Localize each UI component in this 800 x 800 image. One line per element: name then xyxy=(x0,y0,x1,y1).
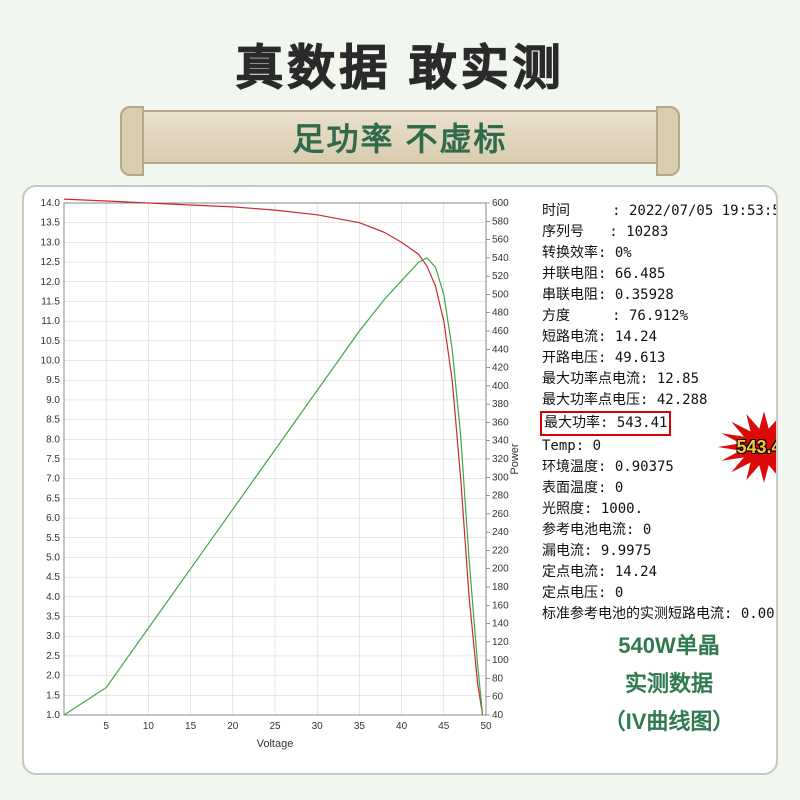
svg-text:3.0: 3.0 xyxy=(46,631,60,642)
svg-text:320: 320 xyxy=(492,454,509,465)
svg-text:360: 360 xyxy=(492,417,509,428)
svg-text:9.0: 9.0 xyxy=(46,395,60,406)
info-row: 漏电流: 9.9975 xyxy=(542,541,778,562)
svg-text:1.5: 1.5 xyxy=(46,690,60,701)
caption-line-1: 540W单晶 xyxy=(564,627,774,665)
svg-text:5: 5 xyxy=(103,721,109,732)
svg-text:45: 45 xyxy=(438,721,450,732)
screenshot-panel: 1.0 1.5 2.0 2.5 3.0 3.5 4.0 4.5 5.0 5.5 6.0 6.5 7.0 7… xyxy=(22,185,778,775)
svg-text:600: 600 xyxy=(492,198,509,209)
caption-line-3: （IV曲线图） xyxy=(564,703,774,741)
svg-text:50: 50 xyxy=(480,721,492,732)
svg-text:6.0: 6.0 xyxy=(46,513,60,524)
svg-text:5.0: 5.0 xyxy=(46,552,60,563)
info-row: 开路电压: 49.613 xyxy=(542,348,778,369)
svg-text:140: 140 xyxy=(492,619,509,630)
svg-text:2.5: 2.5 xyxy=(46,651,60,662)
info-row: 短路电流: 14.24 xyxy=(542,327,778,348)
info-row: 标准参考电池的实测短路电流: 0.00136 xyxy=(542,604,778,625)
svg-text:500: 500 xyxy=(492,289,509,300)
svg-text:8.5: 8.5 xyxy=(46,415,60,426)
svg-text:100: 100 xyxy=(492,655,509,666)
svg-text:220: 220 xyxy=(492,545,509,556)
svg-text:10.5: 10.5 xyxy=(41,336,61,347)
svg-text:11.0: 11.0 xyxy=(41,316,60,327)
svg-text:340: 340 xyxy=(492,436,509,447)
info-row: 光照度: 1000. xyxy=(542,499,778,520)
chart-svg: 1.0 1.5 2.0 2.5 3.0 3.5 4.0 4.5 5.0 5.5 6.0 6.5 7.0 7… xyxy=(24,195,522,755)
svg-text:520: 520 xyxy=(492,271,509,282)
svg-text:10: 10 xyxy=(143,721,155,732)
svg-text:40: 40 xyxy=(492,710,504,721)
info-row: 串联电阻: 0.35928 xyxy=(542,285,778,306)
svg-text:30: 30 xyxy=(312,721,324,732)
svg-text:160: 160 xyxy=(492,600,509,611)
info-row: 参考电池电流: 0 xyxy=(542,520,778,541)
svg-text:240: 240 xyxy=(492,527,509,538)
info-row: 转换效率: 0% xyxy=(542,243,778,264)
svg-text:10.0: 10.0 xyxy=(41,356,61,367)
svg-text:60: 60 xyxy=(492,692,504,703)
svg-text:35: 35 xyxy=(354,721,366,732)
info-row: 并联电阻: 66.485 xyxy=(542,264,778,285)
svg-text:Power: Power xyxy=(509,443,521,475)
svg-text:6.5: 6.5 xyxy=(46,493,60,504)
svg-text:15: 15 xyxy=(185,721,197,732)
svg-text:560: 560 xyxy=(492,235,509,246)
svg-text:25: 25 xyxy=(269,721,281,732)
info-row: 定点电流: 14.24 xyxy=(542,562,778,583)
svg-text:8.0: 8.0 xyxy=(46,434,60,445)
starburst-badge: 543.41 xyxy=(714,407,778,487)
svg-text:14.0: 14.0 xyxy=(41,198,61,209)
svg-text:3.5: 3.5 xyxy=(46,612,60,623)
iv-chart: 1.0 1.5 2.0 2.5 3.0 3.5 4.0 4.5 5.0 5.5 6.0 6.5 7.0 7… xyxy=(24,195,522,755)
svg-text:40: 40 xyxy=(396,721,408,732)
svg-text:1.0: 1.0 xyxy=(46,710,60,721)
svg-text:13.5: 13.5 xyxy=(41,218,61,229)
svg-text:80: 80 xyxy=(492,673,504,684)
caption-line-2: 实测数据 xyxy=(564,665,774,703)
svg-text:280: 280 xyxy=(492,491,509,502)
svg-text:9.5: 9.5 xyxy=(46,375,60,386)
svg-text:480: 480 xyxy=(492,308,509,319)
svg-text:180: 180 xyxy=(492,582,509,593)
svg-text:380: 380 xyxy=(492,399,509,410)
info-row: 序列号 : 10283 xyxy=(542,222,778,243)
svg-text:460: 460 xyxy=(492,326,509,337)
info-row: 时间 : 2022/07/05 19:53:58 xyxy=(542,201,778,222)
svg-text:200: 200 xyxy=(492,564,509,575)
svg-text:540: 540 xyxy=(492,253,509,264)
svg-text:420: 420 xyxy=(492,363,509,374)
svg-text:400: 400 xyxy=(492,381,509,392)
subtitle-text: 足功率 不虚标 xyxy=(293,114,508,160)
starburst-value: 543.41 xyxy=(714,407,778,487)
svg-text:12.5: 12.5 xyxy=(41,257,61,268)
svg-text:Voltage: Voltage xyxy=(257,738,294,750)
svg-text:120: 120 xyxy=(492,637,509,648)
bottom-caption: 540W单晶 实测数据 （IV曲线图） xyxy=(564,627,774,741)
info-highlight: 最大功率: 543.41 xyxy=(540,411,671,436)
svg-text:440: 440 xyxy=(492,344,509,355)
svg-text:20: 20 xyxy=(227,721,239,732)
info-row: 最大功率点电流: 12.85 xyxy=(542,369,778,390)
svg-text:5.5: 5.5 xyxy=(46,533,60,544)
svg-text:260: 260 xyxy=(492,509,509,520)
svg-text:4.5: 4.5 xyxy=(46,572,60,583)
svg-text:300: 300 xyxy=(492,472,509,483)
svg-text:2.0: 2.0 xyxy=(46,671,60,682)
svg-text:13.0: 13.0 xyxy=(41,237,61,248)
info-row: 方度 : 76.912% xyxy=(542,306,778,327)
svg-text:7.0: 7.0 xyxy=(46,474,60,485)
info-row: 定点电压: 0 xyxy=(542,583,778,604)
page-title: 真数据 敢实测 xyxy=(0,0,800,98)
svg-text:12.0: 12.0 xyxy=(41,277,61,288)
svg-text:11.5: 11.5 xyxy=(41,296,60,307)
svg-text:4.0: 4.0 xyxy=(46,592,60,603)
svg-text:580: 580 xyxy=(492,216,509,227)
subtitle-banner: 足功率 不虚标 xyxy=(130,110,670,164)
svg-text:7.5: 7.5 xyxy=(46,454,60,465)
